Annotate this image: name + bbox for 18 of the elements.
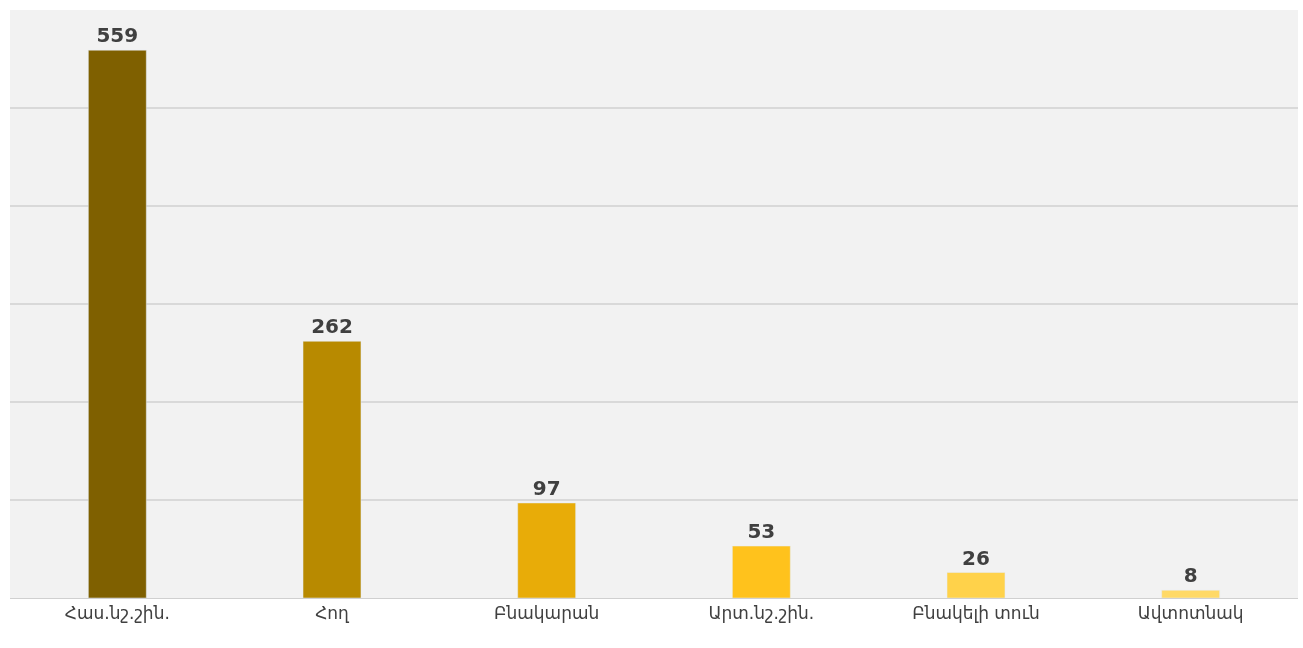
x-tick-label: Արտ.նշ.շին. (708, 603, 815, 624)
x-tick-label: Բնակելի տուն (912, 603, 1040, 624)
x-tick-label: Հող (315, 603, 351, 624)
bar (302, 340, 362, 598)
bar (517, 502, 576, 598)
bar (946, 572, 1006, 598)
x-tick-label: Հաս.նշ.շին. (64, 603, 170, 624)
bar (1161, 589, 1220, 598)
data-label: 97 (532, 475, 561, 500)
data-label: 8 (1183, 563, 1198, 588)
bar (732, 545, 791, 598)
data-label: 53 (747, 519, 776, 544)
x-tick-label: Բնակարան (494, 603, 600, 624)
data-label: 559 (96, 23, 139, 48)
data-label: 26 (962, 545, 990, 570)
bar (88, 49, 147, 598)
x-tick-label: Ավտոտնակ (1137, 603, 1244, 624)
data-label: 262 (311, 314, 353, 339)
